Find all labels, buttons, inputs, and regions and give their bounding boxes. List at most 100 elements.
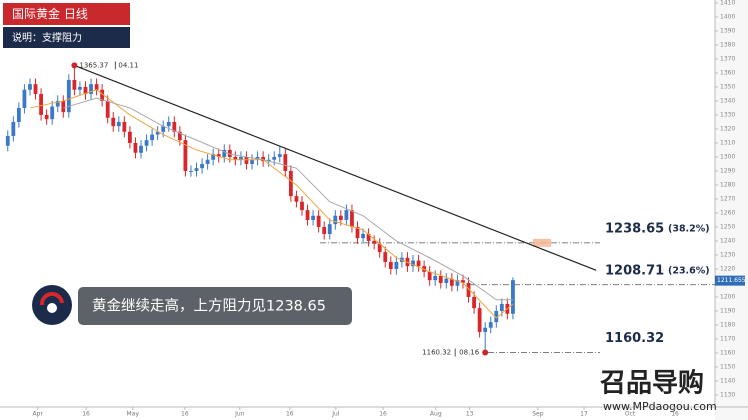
candle-body (266, 159, 271, 162)
y-tick-label: 1160 (720, 349, 735, 356)
candle-body (327, 224, 332, 234)
y-tick-label: 1340 (720, 97, 735, 104)
candle-body (444, 278, 449, 283)
candle-body (11, 121, 16, 136)
high-value: 1365.37 (79, 61, 108, 69)
candle-body (22, 89, 27, 108)
candle-body (283, 154, 288, 171)
x-tick-label: Sep (532, 411, 544, 418)
candle-body (105, 100, 110, 118)
candle-body (361, 233, 365, 239)
candle-body (205, 159, 210, 164)
y-tick-label: 1200 (720, 293, 735, 300)
chart-subtitle: 说明：支撑阻力 (12, 31, 82, 44)
y-tick-label: 1290 (720, 167, 735, 174)
candle-body (277, 154, 282, 157)
candle-body (216, 154, 221, 157)
candle-body (155, 131, 160, 135)
candle-body (211, 154, 216, 160)
candle-body (44, 114, 49, 120)
candle-body (355, 226, 360, 239)
level-ratio: (23.6%) (668, 265, 710, 276)
candle-body (294, 196, 299, 202)
plot: 1238.65 (38.2%) 1208.71 (23.6%) 1160.32 1365.… (5, 61, 715, 357)
x-tick-label: 17 (580, 411, 588, 418)
candle-body (388, 261, 393, 269)
y-tick-label: 1150 (720, 363, 735, 370)
candle-body (311, 215, 315, 220)
candle-body (83, 86, 88, 94)
candle-body (61, 100, 66, 113)
candle-body (472, 296, 476, 309)
price-tag-label: 1211.655 (717, 277, 746, 284)
candle-body (72, 79, 77, 90)
candle-body (483, 327, 488, 332)
low-value: 1160.32 (422, 349, 451, 357)
x-tick-label: Aug (430, 411, 442, 418)
callout-box (78, 287, 352, 325)
watermark-url: www.MPdaogou.com (603, 400, 717, 413)
candle-body (50, 106, 55, 120)
candle-body (350, 210, 354, 227)
level-label: 1160.32 (605, 331, 664, 346)
candle-body (177, 131, 182, 141)
chart-title: 国际黄金 日线 (12, 6, 88, 21)
candle-body (222, 149, 227, 157)
candle-body (494, 310, 499, 323)
candle-body (16, 107, 21, 122)
candle-body (288, 170, 293, 197)
candle-body (272, 156, 277, 160)
candle-body (338, 215, 343, 220)
low-point (482, 349, 489, 356)
y-tick-label: 1300 (720, 153, 735, 160)
candle-body (488, 322, 493, 328)
y-tick-label: 1320 (720, 125, 735, 132)
watermark-brand: 召品导购 (600, 369, 704, 399)
title-box (3, 3, 130, 25)
candle-body (239, 156, 243, 160)
x-tick-label: 16 (671, 411, 679, 418)
candle-body (411, 260, 415, 267)
candle-body (94, 84, 99, 90)
candle-body (166, 121, 171, 127)
y-tick-label: 1400 (720, 13, 735, 20)
candle-body (78, 86, 82, 90)
candle-body (366, 233, 371, 241)
candle-body (150, 134, 155, 141)
candle-body (477, 308, 482, 332)
x-tick-label: 16 (82, 411, 90, 418)
y-tick-label: 1140 (720, 377, 735, 384)
y-tick-label: 1370 (720, 55, 735, 62)
candle-body (316, 215, 321, 227)
candle-body (377, 243, 382, 253)
high-date: 04.11 (118, 61, 138, 69)
candle-body (172, 121, 177, 132)
y-tick-label: 1360 (720, 69, 735, 76)
high-point (71, 62, 78, 69)
candle-body (200, 163, 204, 169)
moving-average (63, 97, 513, 301)
candle-body (161, 126, 166, 132)
y-tick-label: 1180 (720, 321, 735, 328)
candle-body (383, 252, 388, 262)
y-tick-label: 1260 (720, 209, 735, 216)
axis-panel (715, 0, 748, 420)
candle-body (300, 201, 304, 211)
candle-body (416, 260, 421, 267)
candle-body (372, 240, 377, 244)
candle-body (111, 117, 116, 127)
candle-body (127, 131, 132, 143)
candle-body (438, 275, 443, 283)
candle-body (55, 100, 60, 107)
candle-body (427, 271, 432, 281)
candle-body (261, 156, 266, 162)
candle-body (449, 278, 454, 286)
x-tick-label: 13 (466, 411, 474, 418)
candle-body (144, 140, 149, 146)
candle-body (461, 280, 465, 283)
trend-line (74, 64, 597, 271)
candle-body (66, 79, 71, 113)
candle-body (28, 84, 32, 90)
